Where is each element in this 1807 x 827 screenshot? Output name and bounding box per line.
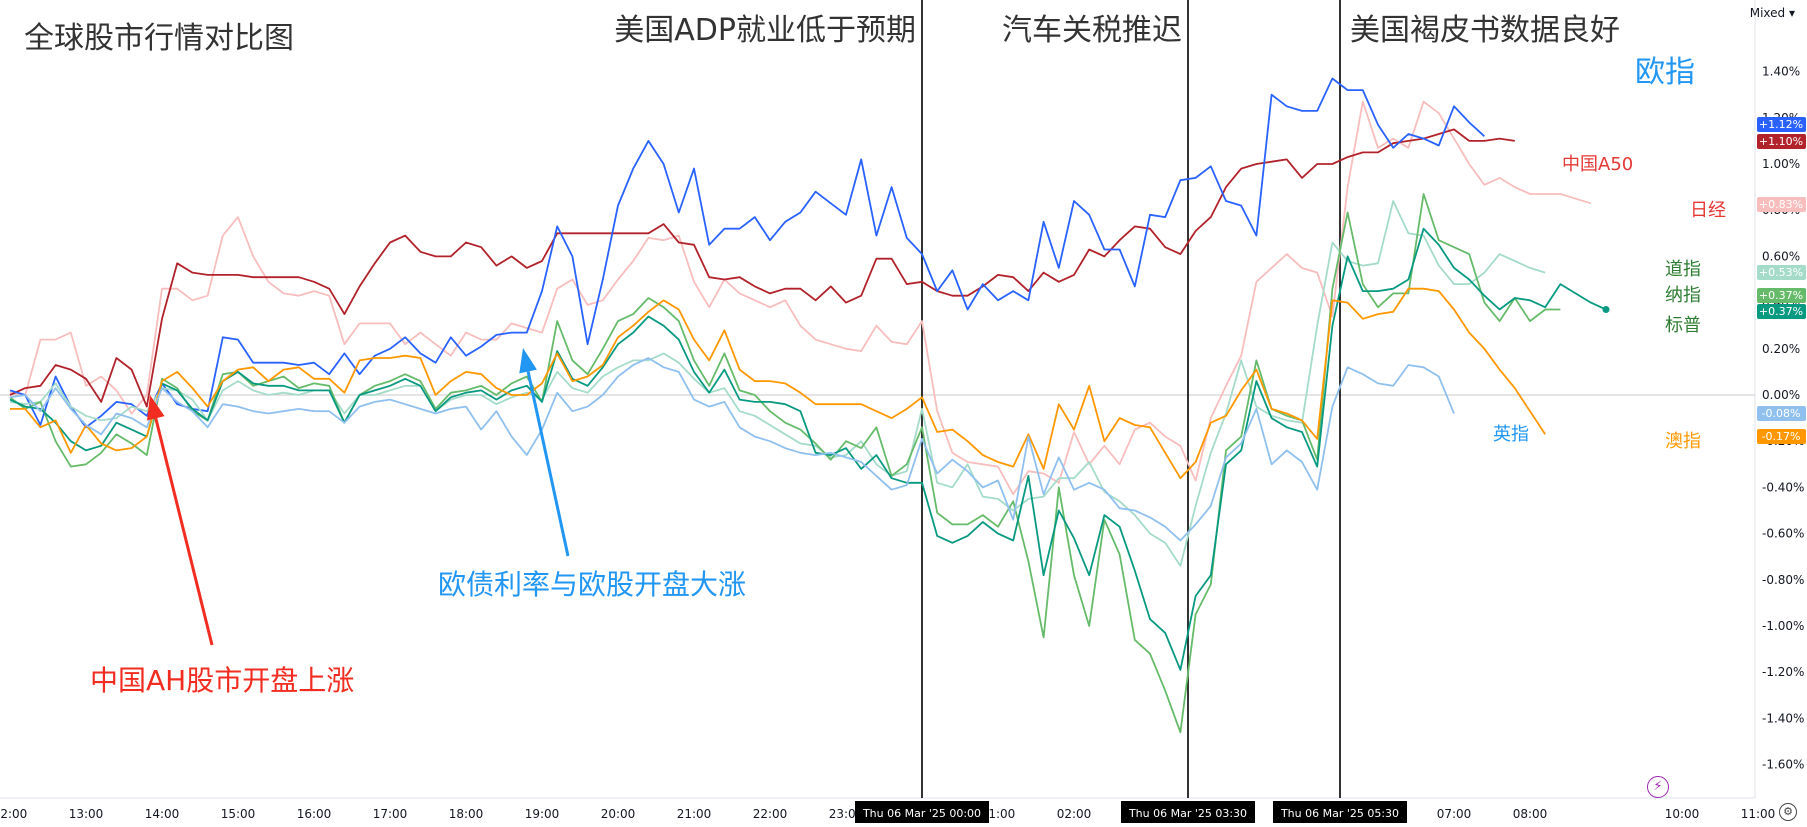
scale-mode-label: Mixed [1749, 6, 1786, 20]
y-tick-label: -1.40% [1762, 711, 1804, 725]
series-name-label: 欧指 [1635, 55, 1695, 90]
series-line [9, 200, 1546, 567]
price-tag [1757, 406, 1806, 421]
x-tick-label: 18:00 [449, 807, 484, 821]
x-highlight-box [1273, 801, 1407, 823]
x-highlight-label: Thu 06 Mar '25 00:00 [862, 807, 981, 820]
price-tag [1757, 197, 1806, 212]
price-tag [1757, 288, 1806, 303]
y-tick-label: -1.20% [1762, 665, 1804, 679]
x-highlight-label: Thu 06 Mar '25 03:30 [1128, 807, 1247, 820]
series-name-label: 道指 [1665, 259, 1701, 280]
price-tag-label: -0.17% [1762, 430, 1801, 443]
price-tag [1757, 429, 1806, 444]
annotation-arrow-eu-head [519, 348, 537, 374]
price-tag-label: +0.53% [1759, 266, 1803, 279]
x-tick-label: 14:00 [145, 807, 180, 821]
y-tick-label: -0.80% [1762, 573, 1804, 587]
x-tick-label: 10:00 [1665, 807, 1700, 821]
price-tag [1757, 304, 1806, 319]
x-tick-label: 23:00 [829, 807, 864, 821]
x-tick-label: 02:00 [1057, 807, 1092, 821]
y-tick-label: -1.60% [1762, 758, 1804, 772]
x-tick-label: 15:00 [221, 807, 256, 821]
annotation-label: 欧债利率与欧股开盘大涨 [438, 568, 746, 601]
event-title: 美国褐皮书数据良好 [1350, 13, 1620, 48]
x-tick-label: 01:00 [981, 807, 1016, 821]
price-tag-label: -0.08% [1762, 407, 1801, 420]
lightning-icon[interactable]: ⚡ [1647, 776, 1669, 798]
x-tick-label: 17:00 [373, 807, 408, 821]
x-tick-label: 21:00 [677, 807, 712, 821]
event-title: 美国ADP就业低于预期 [614, 13, 916, 48]
price-tag-label: +0.37% [1759, 305, 1803, 318]
series-line [9, 77, 1486, 429]
y-tick-label: 1.40% [1762, 65, 1800, 79]
series-line [9, 128, 1515, 408]
y-tick-label: 0.20% [1762, 342, 1800, 356]
x-highlight-label: Thu 06 Mar '25 05:30 [1280, 807, 1399, 820]
series-name-label: 标普 [1665, 315, 1701, 336]
y-tick-label: -0.40% [1762, 480, 1804, 494]
x-tick-label: 11:00 [1741, 807, 1776, 821]
x-tick-label: 20:00 [601, 807, 636, 821]
price-tag-label: +1.10% [1759, 135, 1803, 148]
annotation-label: 中国AH股市开盘上涨 [90, 664, 354, 697]
x-tick-label: 07:00 [1437, 807, 1472, 821]
series-name-label: 纳指 [1665, 285, 1701, 306]
series-line [10, 287, 1546, 480]
x-tick-label: 13:00 [69, 807, 104, 821]
x-highlight-box [855, 801, 989, 823]
x-tick-label: 12:00 [0, 807, 27, 821]
y-tick-label: 0.00% [1762, 388, 1800, 402]
event-title: 汽车关税推迟 [1002, 13, 1182, 48]
annotation-arrow-ah-head [147, 395, 165, 421]
price-tag-label: +1.12% [1759, 118, 1803, 131]
x-tick-label: 16:00 [297, 807, 332, 821]
x-tick-label: 19:00 [525, 807, 560, 821]
chart-title: 全球股市行情对比图 [24, 21, 294, 56]
series-name-label: 日经 [1690, 200, 1726, 221]
series-end-dot [1602, 306, 1610, 314]
annotation-arrow-eu-shaft [526, 371, 570, 557]
x-tick-label: 08:00 [1513, 807, 1548, 821]
annotation-arrow-ah-shaft [154, 417, 214, 646]
settings-gear-icon[interactable]: ⚙ [1779, 803, 1797, 821]
y-tick-label: -1.00% [1762, 619, 1804, 633]
series-name-label: 中国A50 [1562, 154, 1633, 175]
series-line [9, 357, 1455, 542]
price-tag-label: +0.37% [1759, 289, 1803, 302]
scale-mode-dropdown[interactable]: Mixed ▾ [1749, 6, 1795, 20]
price-tag-label: +0.83% [1759, 198, 1803, 211]
price-tag [1757, 117, 1806, 132]
y-tick-label: 1.00% [1762, 157, 1800, 171]
series-name-label: 英指 [1493, 424, 1529, 445]
x-tick-label: 22:00 [753, 807, 788, 821]
y-tick-label: -0.60% [1762, 527, 1804, 541]
y-tick-label: 0.60% [1762, 249, 1800, 263]
x-highlight-box [1121, 801, 1255, 823]
price-tag [1757, 134, 1806, 149]
series-name-label: 澳指 [1665, 431, 1701, 452]
series-line [9, 100, 1592, 496]
price-tag [1757, 265, 1806, 280]
series-line [9, 227, 1607, 671]
